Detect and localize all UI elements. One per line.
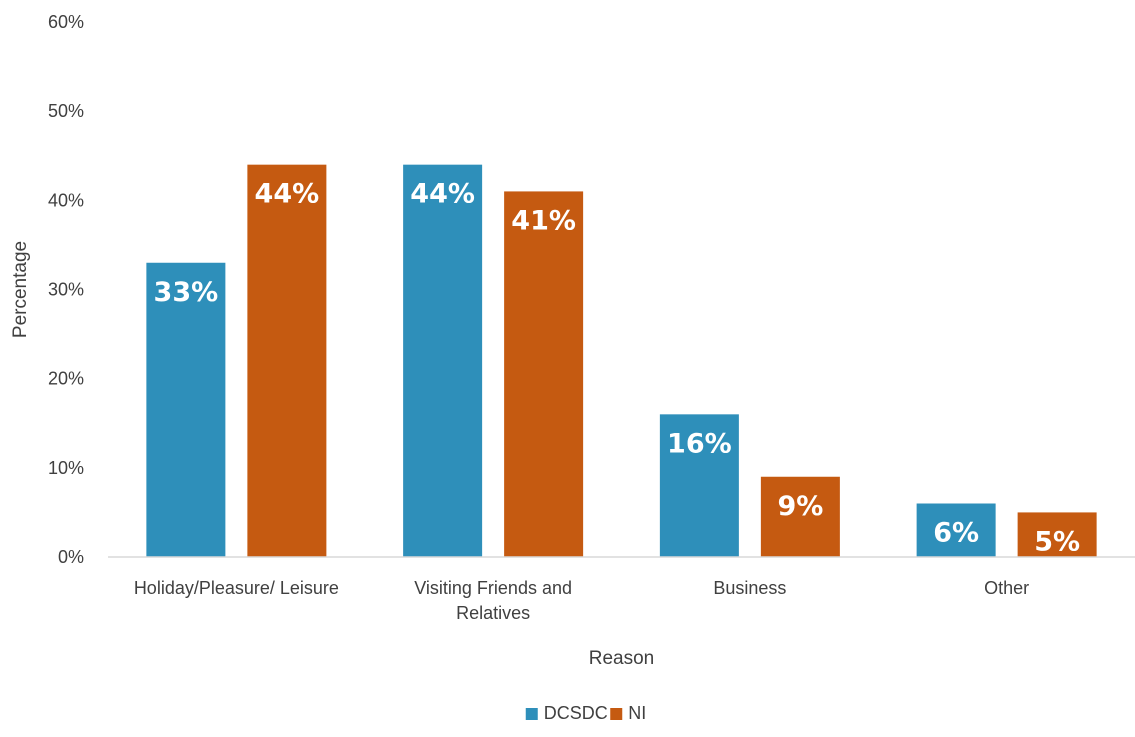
y-tick-label: 10% xyxy=(48,458,84,478)
y-axis-ticks: 0% 10% 20% 30% 40% 50% 60% xyxy=(48,12,84,567)
legend-swatch xyxy=(525,708,538,720)
bar xyxy=(403,164,483,557)
x-tick-label: Business xyxy=(713,578,786,598)
y-tick-label: 50% xyxy=(48,101,84,121)
bar xyxy=(916,503,996,557)
legend-label: NI xyxy=(628,703,646,723)
y-tick-label: 30% xyxy=(48,280,84,300)
bar xyxy=(1017,512,1097,557)
legend-swatch xyxy=(610,708,623,720)
y-tick-label: 40% xyxy=(48,190,84,210)
data-label: 5% xyxy=(1034,526,1080,557)
x-tick-label: Other xyxy=(984,578,1029,598)
x-tick-label: Holiday/Pleasure/ Leisure xyxy=(134,578,339,598)
y-tick-label: 60% xyxy=(48,12,84,32)
data-label: 16% xyxy=(667,428,732,459)
y-tick-label: 20% xyxy=(48,369,84,389)
x-tick-label: Visiting Friends and xyxy=(414,578,572,598)
y-tick-label: 0% xyxy=(58,547,84,567)
bar xyxy=(247,164,327,557)
bar xyxy=(146,262,226,557)
bar xyxy=(504,191,584,557)
bar xyxy=(760,476,840,557)
data-label: 44% xyxy=(255,179,320,210)
y-axis-title: Percentage xyxy=(10,241,31,338)
data-label: 33% xyxy=(154,277,219,308)
x-axis-ticks: Holiday/Pleasure/ Leisure Visiting Friend… xyxy=(134,578,1029,623)
x-axis-title: Reason xyxy=(589,648,655,669)
data-label: 41% xyxy=(511,205,576,236)
legend-label: DCSDC xyxy=(544,703,608,723)
x-tick-label: Relatives xyxy=(456,603,530,623)
bar xyxy=(659,414,739,557)
data-label: 44% xyxy=(410,179,475,210)
data-label: 9% xyxy=(777,491,823,522)
data-label: 6% xyxy=(933,518,979,549)
legend: DCSDC NI xyxy=(525,703,646,723)
bars-group: 33% 44% 44% 41% 16% 9% 6% 5% xyxy=(146,164,1097,557)
